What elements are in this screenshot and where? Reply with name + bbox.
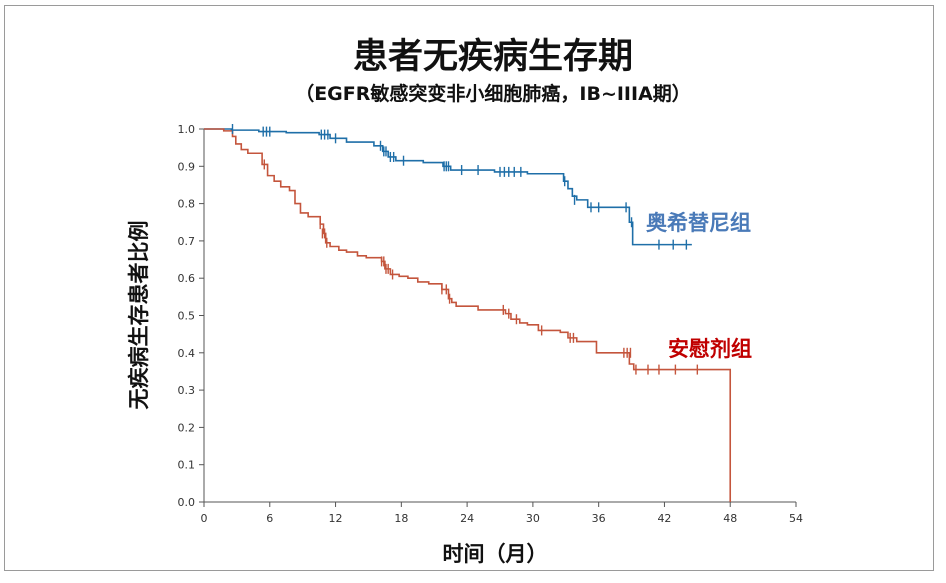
y-tick-label: 0.3 — [178, 384, 196, 397]
chart-title: 患者无疾病生存期 — [353, 37, 633, 77]
y-tick-label: 0.8 — [178, 198, 196, 211]
y-tick-label: 1.0 — [178, 123, 196, 136]
survival-curve-0 — [204, 128, 692, 246]
y-tick-label: 0.7 — [178, 235, 196, 248]
y-tick-label: 0.6 — [178, 272, 196, 285]
chart-subtitle: （EGFR敏感突变非小细胞肺癌，IB~IIIA期） — [295, 82, 691, 105]
y-tick-label: 0.9 — [178, 160, 196, 173]
x-tick-label: 24 — [460, 512, 474, 525]
series-label-osimertinib: 奥希替尼组 — [646, 211, 751, 235]
survival-curve-1 — [204, 128, 732, 502]
x-tick-label: 6 — [266, 512, 273, 525]
y-axis-title: 无疾病生存患者比例 — [127, 221, 151, 410]
series-paths — [204, 128, 732, 502]
x-tick-label: 30 — [526, 512, 540, 525]
x-axis-title: 时间（月） — [443, 542, 548, 566]
x-tick-label: 42 — [657, 512, 671, 525]
axes — [203, 129, 796, 503]
y-tick-label: 0.0 — [178, 496, 196, 509]
x-tick-label: 12 — [329, 512, 343, 525]
y-tick-label: 0.4 — [178, 347, 196, 360]
y-tick-label: 0.1 — [178, 459, 196, 472]
ticks: 0 6 12 18 24 30 36 42 48 54 0.0 0.1 0.2 0.3 0.4 0.5 0.6 0… — [178, 123, 804, 525]
series-label-placebo: 安慰剂组 — [668, 337, 752, 361]
chart-frame — [4, 5, 934, 571]
series-censors — [231, 124, 699, 375]
x-tick-label: 48 — [723, 512, 737, 525]
x-tick-label: 0 — [201, 512, 208, 525]
x-tick-label: 54 — [789, 512, 803, 525]
y-tick-label: 0.2 — [178, 421, 196, 434]
y-tick-label: 0.5 — [178, 310, 196, 323]
x-tick-label: 36 — [592, 512, 606, 525]
x-tick-label: 18 — [394, 512, 408, 525]
